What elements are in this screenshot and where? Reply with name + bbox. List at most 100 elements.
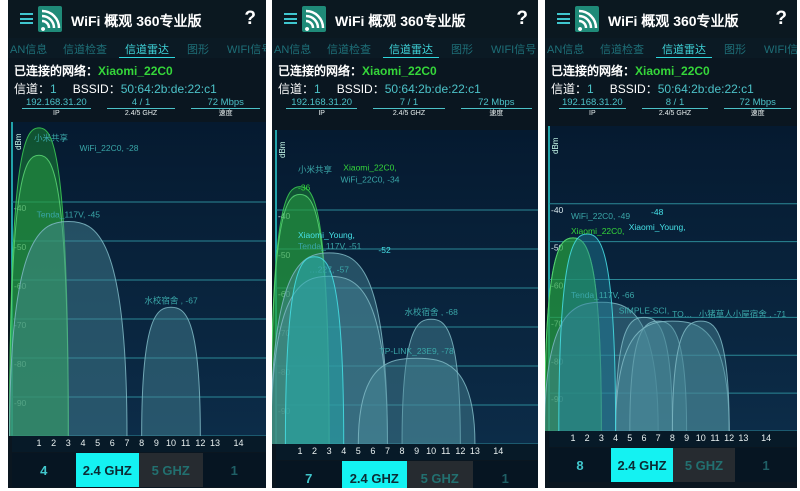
bssid-value: 50:64:2b:de:22:c1 (657, 82, 754, 96)
app-logo-icon (302, 6, 326, 32)
network-count-24: 7 (276, 461, 342, 488)
app-header: WiFi 概观 360专业版? (8, 0, 266, 38)
tab-0[interactable]: AN信息 (10, 44, 48, 56)
connected-network: 已连接的网络：Xiaomi_22C0 (551, 62, 710, 79)
stat-value: 4 / 1 (106, 97, 176, 109)
network-curve (357, 357, 476, 445)
tab-4[interactable]: WIFI信号 (491, 44, 537, 56)
network-curve (141, 306, 201, 437)
network-curve (9, 127, 69, 437)
hamburger-menu-icon[interactable] (557, 13, 570, 24)
band-selector: 7 2.4 GHZ 5 GHZ 1 (276, 461, 538, 488)
stat-value: 192.168.31.20 (559, 97, 626, 109)
x-tick-label: 9 (684, 433, 690, 443)
network-label: Tenda_117V, -66 (571, 290, 635, 300)
network-label: Xiaomi_Young, (629, 222, 686, 232)
y-tick-label: -60 (551, 281, 564, 291)
network-label: 小米共享 (34, 133, 69, 143)
band-24-button[interactable]: 2.4 GHZ (611, 448, 673, 482)
y-tick-label: -40 (551, 205, 564, 215)
channel-value: 1 (587, 82, 594, 96)
tab-4[interactable]: WIFI信号 (764, 44, 797, 56)
menu-bar (20, 13, 33, 15)
tab-bar: AN信息 信道检查信道雷达图形 WIFI信号 (272, 38, 538, 58)
stats-row: 192.168.31.20 IP 7 / 1 2.4/5 GHZ 72 Mbps 速度 (286, 97, 532, 119)
network-label: -48 (651, 207, 664, 217)
tab-1[interactable]: 信道检查 (327, 44, 371, 56)
stat-value: 8 / 1 (641, 97, 709, 109)
network-label: 水校宿舍 , -68 (405, 307, 459, 317)
tab-2[interactable]: 信道雷达 (656, 41, 712, 58)
x-tick-label: 11 (180, 438, 191, 448)
stat-speed: 72 Mbps 速度 (460, 97, 532, 119)
x-tick-label: 7 (124, 438, 130, 448)
x-tick-label: 8 (399, 446, 405, 456)
channel-label: 信道： (278, 82, 315, 96)
x-tick-label: 12 (724, 433, 735, 443)
x-tick-label: 10 (426, 446, 437, 456)
network-count-5: 1 (202, 453, 266, 487)
channel-radar-chart: dBm -40 -50 -60 -70 -80 -90 Xiaomi_22C0, WiFi_22… (545, 126, 797, 432)
band-5-button[interactable]: 5 GHZ (139, 453, 203, 487)
bssid-label: BSSID： (609, 82, 658, 96)
hamburger-menu-icon[interactable] (284, 13, 297, 24)
stat-speed: 72 Mbps 速度 (724, 97, 792, 119)
band-5-button[interactable]: 5 GHZ (673, 448, 735, 482)
band-24-button[interactable]: 2.4 GHZ (341, 461, 407, 488)
y-tick-label: -80 (14, 359, 27, 369)
menu-bar (20, 17, 33, 20)
connected-label: 已连接的网络： (14, 64, 99, 78)
stat-speed: 72 Mbps 速度 (191, 97, 261, 119)
network-curve (272, 275, 388, 445)
x-tick-label: 6 (109, 438, 115, 448)
stat-band_count: 4 / 1 2.4/5 GHZ (106, 97, 176, 119)
tab-1[interactable]: 信道检查 (600, 44, 644, 56)
y-tick-label: -60 (278, 289, 291, 299)
hamburger-menu-icon[interactable] (20, 13, 33, 24)
y-tick-label: -70 (551, 318, 564, 328)
tab-4[interactable]: WIFI信号 (227, 44, 266, 56)
menu-bar (557, 13, 570, 15)
tab-2[interactable]: 信道雷达 (119, 41, 175, 58)
network-curve (401, 318, 461, 445)
tab-0[interactable]: AN信息 (547, 44, 585, 56)
help-button[interactable]: ? (516, 8, 528, 29)
network-label: -52 (378, 245, 391, 255)
band-5-button[interactable]: 5 GHZ (407, 461, 473, 488)
chart-background (549, 126, 797, 431)
tab-3[interactable]: 图形 (451, 44, 473, 56)
network-label: WiFi_22C0, -28 (79, 143, 138, 153)
y-tick-label: -70 (14, 320, 27, 330)
tab-2[interactable]: 信道雷达 (383, 41, 439, 58)
y-unit-label: dBm (551, 137, 560, 154)
x-tick-label: 12 (195, 438, 206, 448)
stat-label: 速度 (750, 110, 765, 117)
network-count-5: 1 (735, 448, 797, 482)
app-header: WiFi 概观 360专业版? (545, 0, 797, 38)
tab-0[interactable]: AN信息 (274, 44, 312, 56)
channel-value: 1 (50, 82, 57, 96)
network-label: TP-LINK_23E9, -78 (380, 346, 454, 356)
network-curve (9, 220, 128, 437)
band-24-button[interactable]: 2.4 GHZ (75, 453, 139, 487)
tab-3[interactable]: 图形 (724, 44, 746, 56)
network-label: SIMPLE-SCI, (619, 305, 670, 315)
stat-value: 72 Mbps (191, 97, 261, 109)
network-label: WiFi_22C0, -49 (571, 211, 630, 221)
y-tick-label: -80 (551, 356, 564, 366)
network-label: Tenda_117V, -45 (37, 210, 101, 220)
x-tick-label: 10 (165, 438, 177, 448)
y-tick-label: -90 (14, 398, 27, 408)
tab-1[interactable]: 信道检查 (63, 44, 107, 56)
app-logo-icon (38, 6, 62, 32)
x-tick-label: 13 (738, 433, 749, 443)
help-button[interactable]: ? (775, 8, 787, 29)
network-label: TO… (672, 309, 692, 319)
help-button[interactable]: ? (244, 8, 256, 29)
x-tick-label: 11 (441, 446, 451, 456)
tab-3[interactable]: 图形 (187, 44, 209, 56)
x-tick-label: 1 (36, 438, 42, 448)
